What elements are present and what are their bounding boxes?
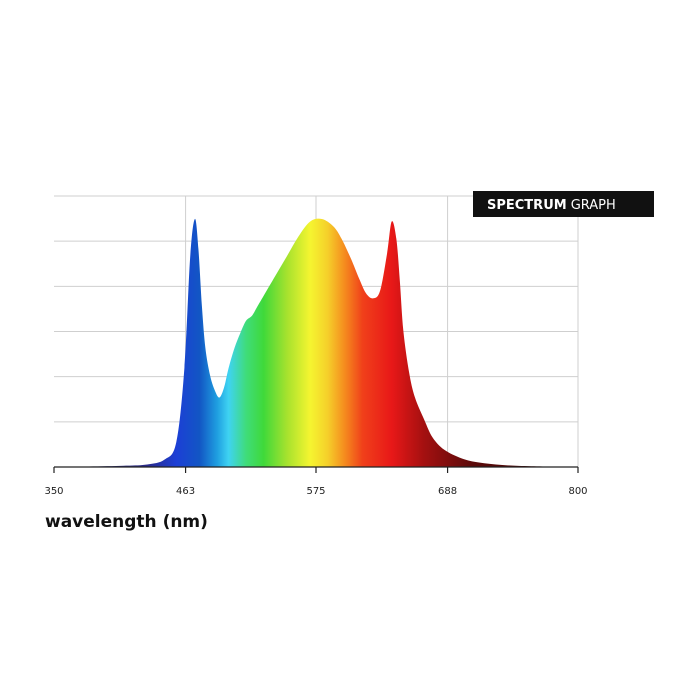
x-axis [53,466,579,473]
spectrum-area [54,218,578,467]
title-badge: SPECTRUM GRAPH [473,191,654,217]
chart-title-bold: SPECTRUM [487,198,567,213]
x-tick-label: 350 [44,486,63,497]
x-tick-label: 575 [306,486,325,497]
x-tick-label: 463 [176,486,195,497]
x-tick-label: 800 [568,486,587,497]
chart-title: SPECTRUM GRAPH [487,198,616,213]
chart-title-rest: GRAPH [571,198,616,213]
x-tick-labels: 350 463 575 688 800 [44,486,587,497]
title-badge-background [473,191,654,217]
x-tick-label: 688 [438,486,457,497]
x-axis-label: wavelength (nm) [45,512,208,532]
